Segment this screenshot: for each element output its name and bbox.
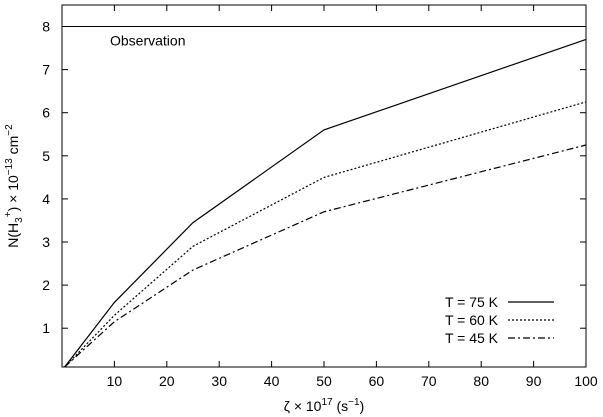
x-tick-label: 60 bbox=[369, 373, 385, 389]
x-tick-label: 90 bbox=[526, 373, 542, 389]
y-tick-label: 7 bbox=[42, 62, 50, 78]
legend-label: T = 45 K bbox=[445, 330, 499, 346]
observation-label: Observation bbox=[110, 33, 185, 49]
y-tick-label: 3 bbox=[42, 234, 50, 250]
x-tick-label: 10 bbox=[107, 373, 123, 389]
x-tick-label: 80 bbox=[473, 373, 489, 389]
x-tick-label: 40 bbox=[264, 373, 280, 389]
x-axis-title: ζ × 1017 (s−1) bbox=[284, 397, 364, 414]
y-tick-label: 5 bbox=[42, 148, 50, 164]
x-tick-label: 70 bbox=[421, 373, 437, 389]
y-tick-label: 2 bbox=[42, 277, 50, 293]
x-tick-label: 50 bbox=[316, 373, 332, 389]
legend-label: T = 75 K bbox=[445, 294, 499, 310]
legend: T = 75 K T = 60 K T = 45 K bbox=[445, 294, 554, 346]
series-line bbox=[64, 144, 587, 368]
x-tick-label: 30 bbox=[211, 373, 227, 389]
y-tick-label: 4 bbox=[42, 191, 50, 207]
y-axis-ticks: 1 2 3 4 5 6 7 8 bbox=[42, 19, 586, 336]
y-axis-title: N(H3+) × 10−13 cm−2 bbox=[3, 124, 25, 248]
x-tick-label: 20 bbox=[159, 373, 175, 389]
x-tick-label: 100 bbox=[574, 373, 598, 389]
y-tick-label: 6 bbox=[42, 105, 50, 121]
y-tick-label: 8 bbox=[42, 19, 50, 35]
series-line bbox=[64, 38, 587, 368]
series-line bbox=[64, 101, 587, 368]
legend-label: T = 60 K bbox=[445, 312, 499, 328]
series-layer bbox=[64, 38, 587, 368]
y-tick-label: 1 bbox=[42, 320, 50, 336]
plot-frame bbox=[61, 4, 587, 368]
x-axis-ticks: 10 20 30 40 50 60 70 80 90 100 bbox=[107, 5, 598, 389]
